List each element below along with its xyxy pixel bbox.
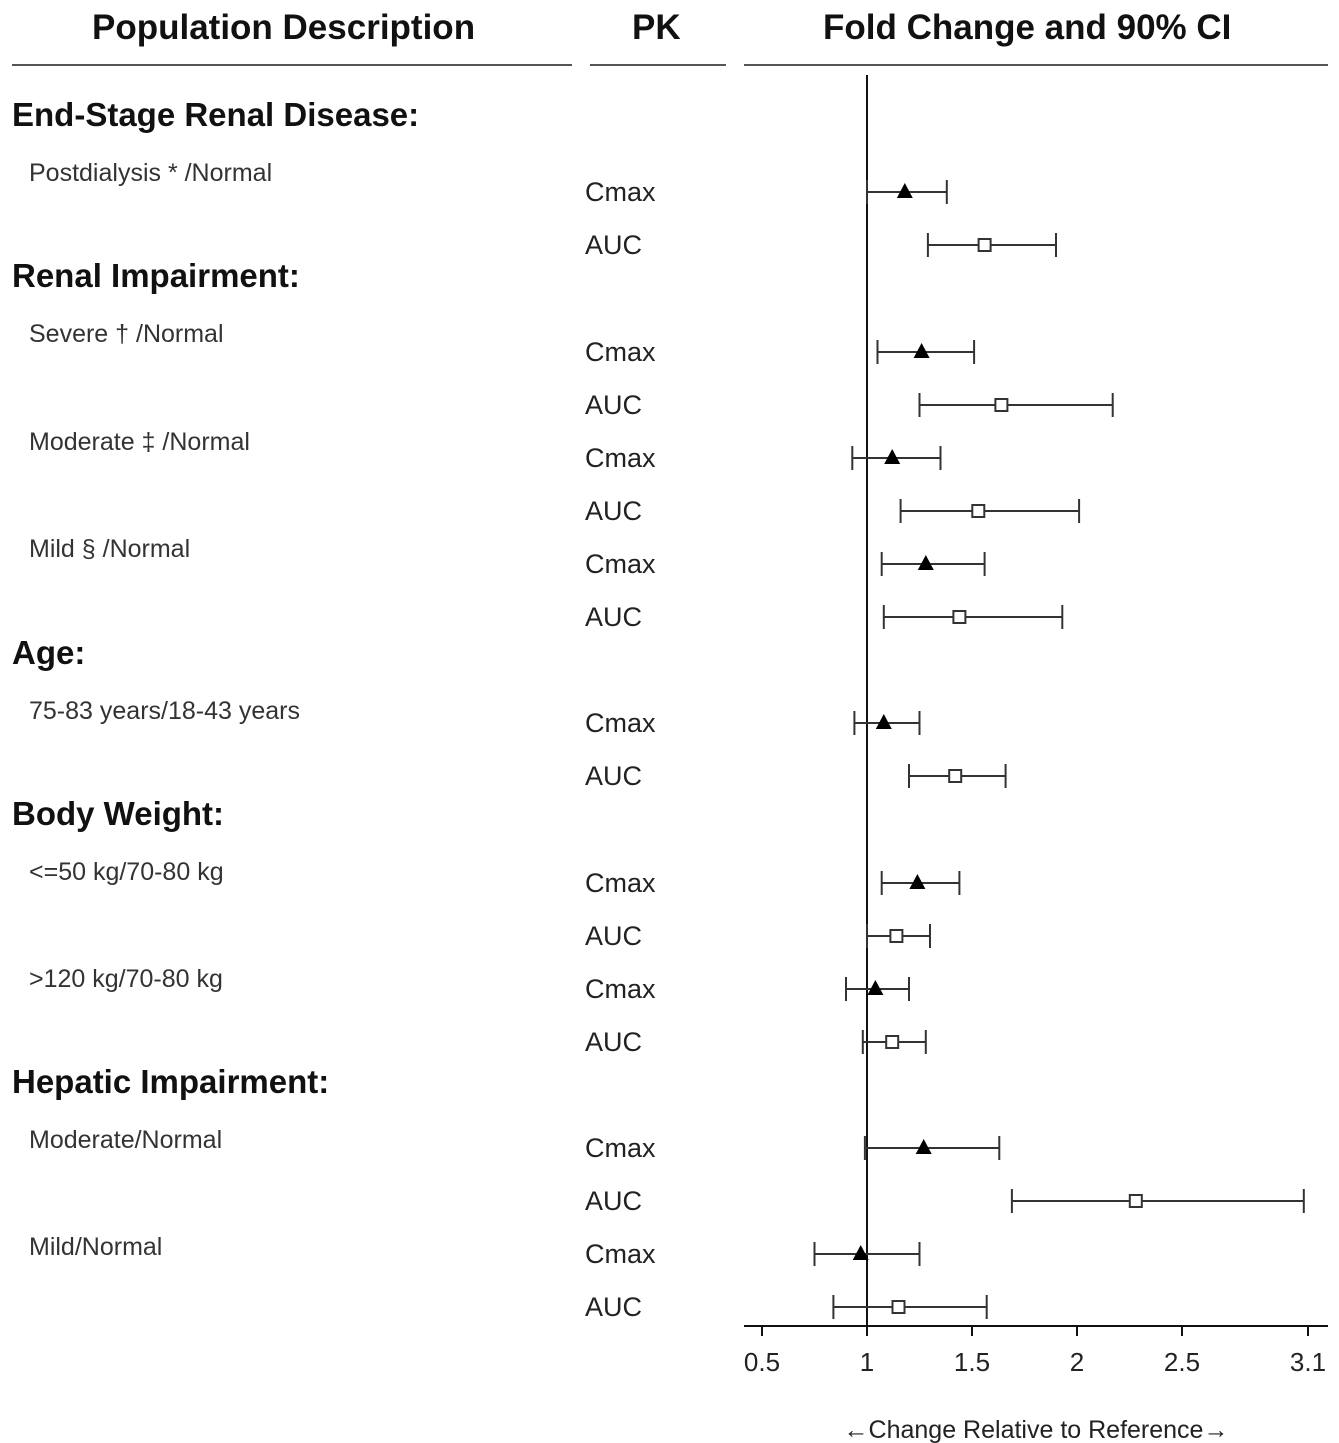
x-tick-label: 3.1 xyxy=(1290,1347,1326,1377)
point-estimate-triangle xyxy=(909,874,926,889)
pk-label: Cmax xyxy=(585,177,656,207)
population-description-header: Population Description xyxy=(92,8,476,47)
point-estimate-triangle xyxy=(913,343,930,358)
point-estimate-square xyxy=(971,504,986,518)
subgroup-renal-moderate: Moderate ‡ /Normal xyxy=(29,428,250,456)
section-body-weight: Body Weight: xyxy=(12,795,225,832)
pk-label: AUC xyxy=(585,230,643,260)
point-estimate-square xyxy=(994,398,1009,412)
point-estimate-triangle xyxy=(875,714,892,729)
point-estimate-triangle xyxy=(915,1139,932,1154)
point-estimate-triangle xyxy=(867,980,884,995)
x-tick-label: 2.5 xyxy=(1164,1347,1200,1377)
pk-label: AUC xyxy=(585,602,643,632)
point-estimate-square xyxy=(1128,1194,1143,1208)
pk-label: Cmax xyxy=(585,337,656,367)
point-estimate-triangle xyxy=(896,183,913,198)
subgroup-age: 75-83 years/18-43 years xyxy=(29,697,300,725)
point-estimate-square xyxy=(952,610,967,624)
section-end-stage-renal-disease: End-Stage Renal Disease: xyxy=(12,96,420,133)
x-tick-label: 2 xyxy=(1070,1347,1084,1377)
pk-label: Cmax xyxy=(585,974,656,1004)
x-axis-label: ←Change Relative to Reference→ xyxy=(844,1416,1229,1443)
pk-label: AUC xyxy=(585,1027,643,1057)
header-rule-pk xyxy=(590,64,726,66)
subgroup-weight-high: >120 kg/70-80 kg xyxy=(29,965,223,993)
x-tick-label: 1.5 xyxy=(954,1347,990,1377)
subgroup-postdialysis: Postdialysis * /Normal xyxy=(29,159,273,187)
subgroup-hepatic-moderate: Moderate/Normal xyxy=(29,1126,223,1154)
pk-label: Cmax xyxy=(585,868,656,898)
section-hepatic-impairment: Hepatic Impairment: xyxy=(12,1063,330,1100)
pk-header: PK xyxy=(632,8,681,47)
point-estimate-triangle xyxy=(884,449,901,464)
subgroup-hepatic-mild: Mild/Normal xyxy=(29,1233,163,1261)
pk-label: Cmax xyxy=(585,1133,656,1163)
point-estimate-square xyxy=(889,929,904,943)
section-age: Age: xyxy=(12,634,86,671)
pk-label: AUC xyxy=(585,390,643,420)
header-rule-fold xyxy=(744,64,1328,66)
x-tick-label: 0.5 xyxy=(744,1347,780,1377)
point-estimate-triangle xyxy=(917,555,934,570)
point-estimate-square xyxy=(977,238,992,252)
pk-label: AUC xyxy=(585,921,643,951)
header-rule-population xyxy=(12,64,572,66)
point-estimate-triangle xyxy=(852,1245,869,1260)
pk-label: AUC xyxy=(585,1186,643,1216)
pk-label: AUC xyxy=(585,761,643,791)
point-estimate-square xyxy=(885,1035,900,1049)
subgroup-renal-mild: Mild § /Normal xyxy=(29,535,191,563)
fold-change-header: Fold Change and 90% CI xyxy=(823,8,1232,47)
point-estimate-square xyxy=(948,769,963,783)
section-renal-impairment: Renal Impairment: xyxy=(12,257,300,294)
pk-label: Cmax xyxy=(585,708,656,738)
pk-label: Cmax xyxy=(585,443,656,473)
subgroup-renal-severe: Severe † /Normal xyxy=(29,320,224,348)
subgroup-weight-low: <=50 kg/70-80 kg xyxy=(29,858,224,886)
x-tick-label: 1 xyxy=(860,1347,874,1377)
pk-label: Cmax xyxy=(585,549,656,579)
pk-label: Cmax xyxy=(585,1239,656,1269)
pk-label: AUC xyxy=(585,496,643,526)
point-estimate-square xyxy=(891,1300,906,1314)
pk-label: AUC xyxy=(585,1292,643,1322)
